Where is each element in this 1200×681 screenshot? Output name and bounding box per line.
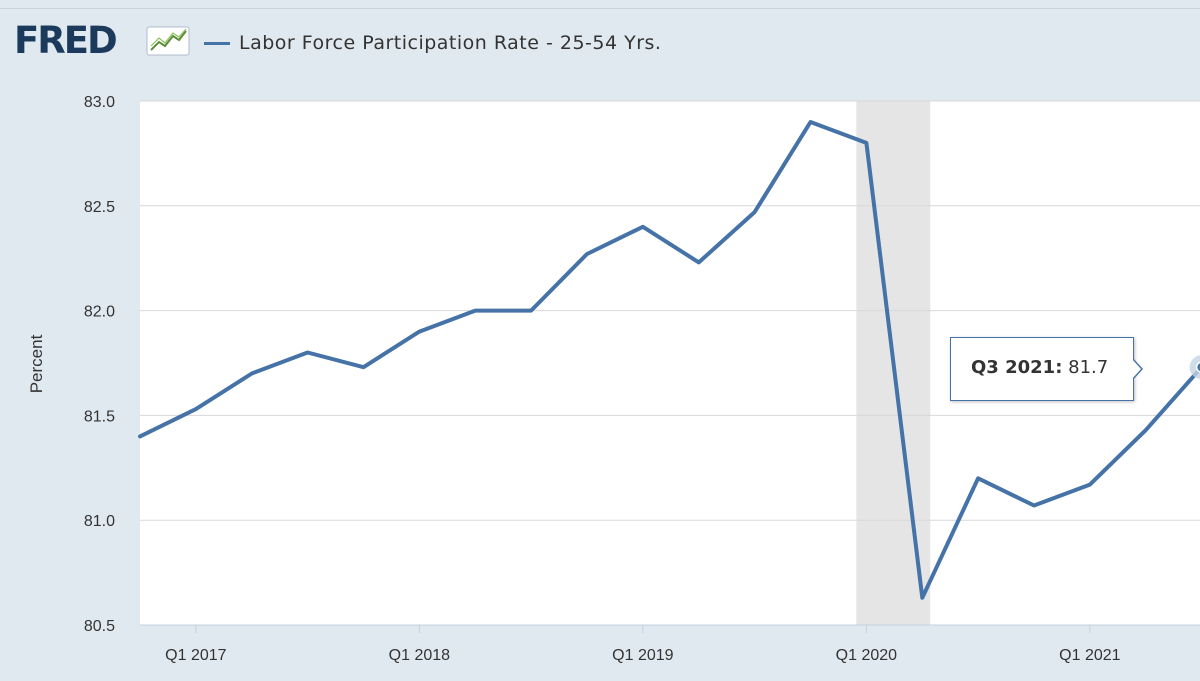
tooltip-text: Q3 2021: 81.7 <box>971 357 1108 378</box>
x-tick-label: Q1 2020 <box>836 647 897 664</box>
hover-point <box>1195 361 1200 373</box>
y-tick-label: 81.5 <box>84 408 115 425</box>
legend-swatch <box>204 41 230 45</box>
line-chart-icon <box>146 26 190 56</box>
x-tick-label: Q1 2018 <box>389 647 450 664</box>
fred-logo[interactable]: FRED <box>14 19 118 62</box>
x-tick-label: Q1 2021 <box>1059 647 1120 664</box>
tooltip-label: Q3 2021: <box>971 357 1063 378</box>
legend-series-label: Labor Force Participation Rate - 25-54 Y… <box>239 32 662 54</box>
top-border <box>0 0 1200 9</box>
x-tick-label: Q1 2019 <box>612 647 673 664</box>
series-line <box>138 120 1200 600</box>
y-tick-label: 83.0 <box>84 94 115 111</box>
hover-halo <box>1189 355 1200 380</box>
tooltip-arrow-inner <box>1132 359 1141 379</box>
data-tooltip: Q3 2021: 81.7 <box>950 337 1134 401</box>
y-tick-label: 80.5 <box>84 618 115 635</box>
y-tick-label: 81.0 <box>84 513 115 530</box>
chart-header: FRED Labor Force Participation Rate - 25… <box>0 0 1200 90</box>
y-tick-label: 82.0 <box>84 304 115 321</box>
chart-legend[interactable]: Labor Force Participation Rate - 25-54 Y… <box>204 30 661 56</box>
x-tick-label: Q1 2017 <box>165 647 226 664</box>
tooltip-value: 81.7 <box>1068 357 1109 378</box>
y-tick-label: 82.5 <box>84 199 115 216</box>
